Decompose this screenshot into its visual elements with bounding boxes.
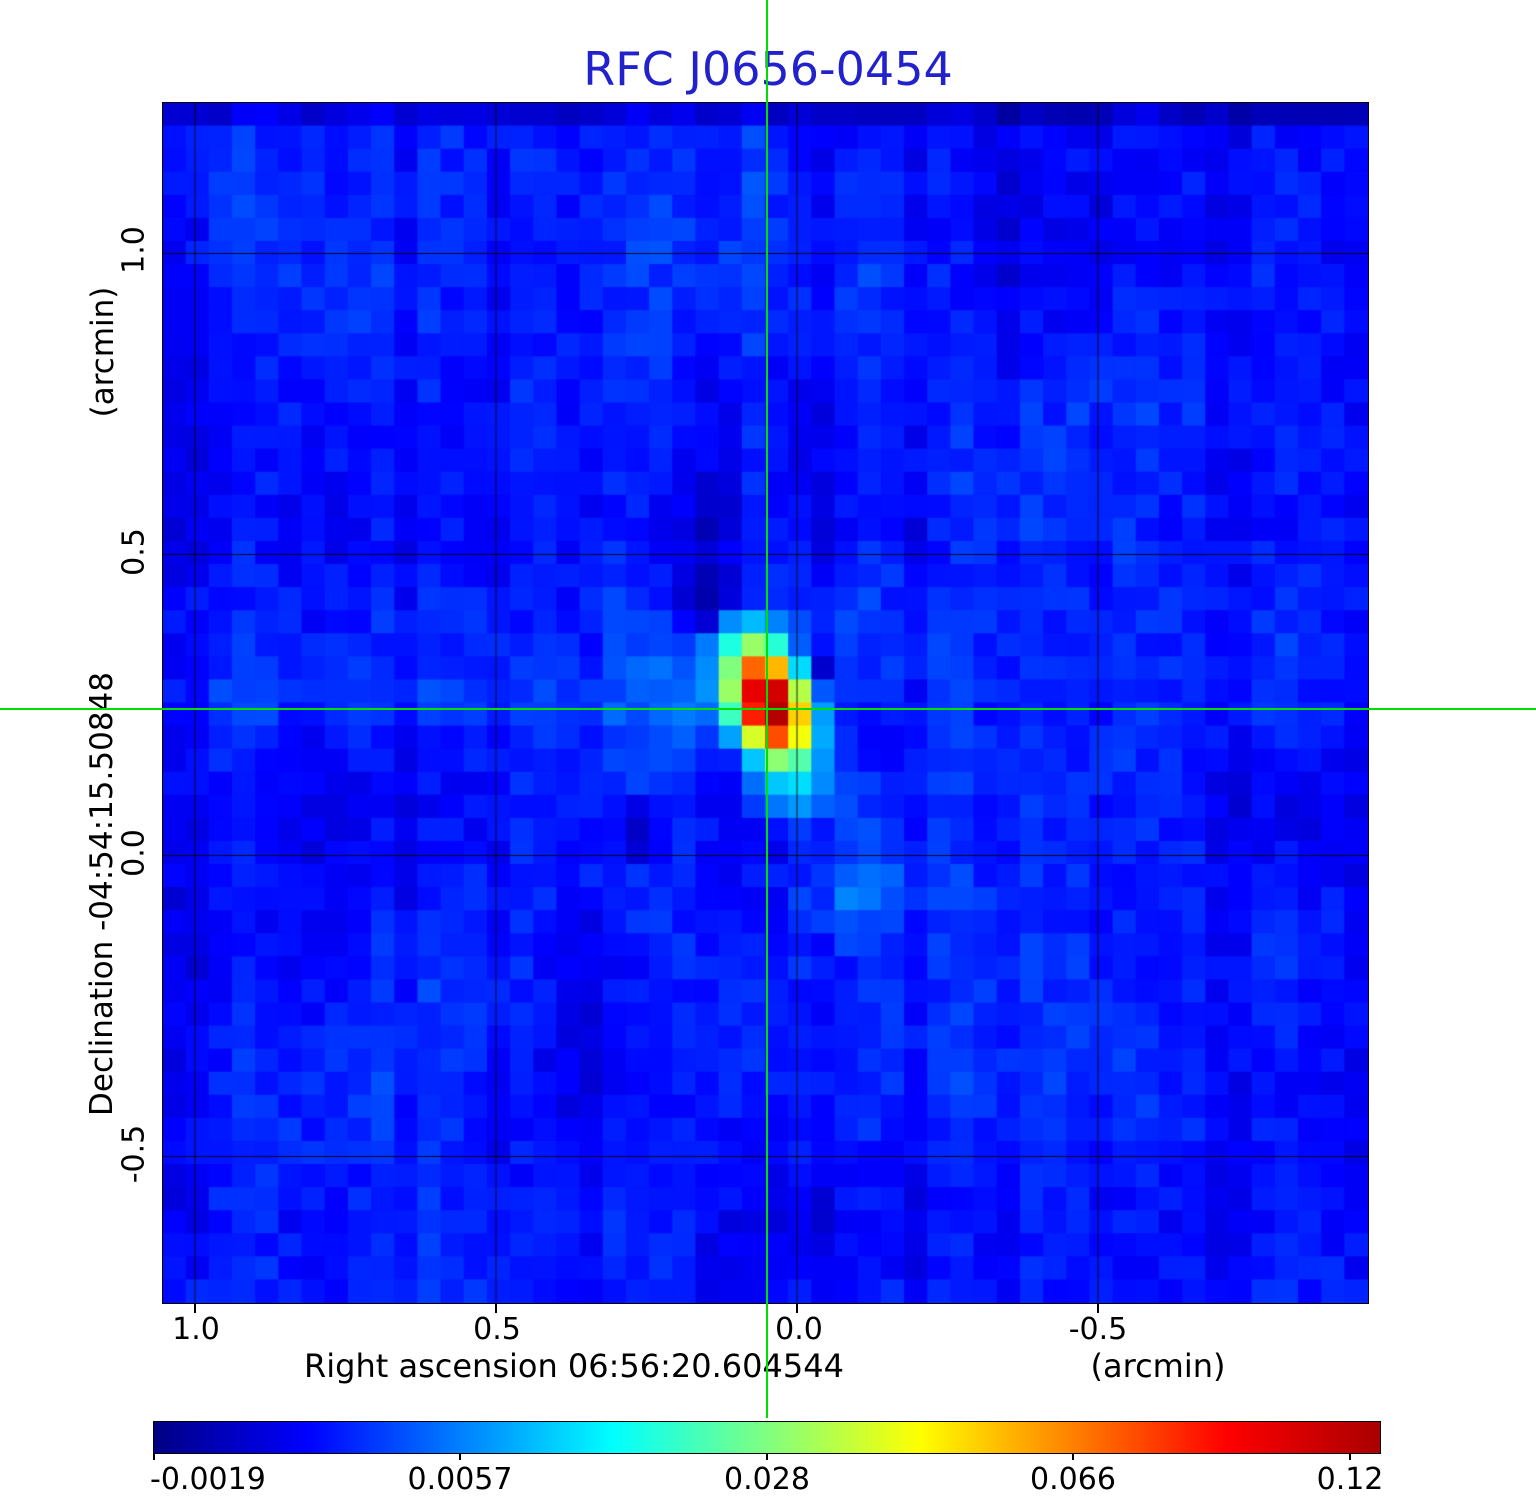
plot-title: RFC J0656-0454 [583, 42, 953, 96]
crosshair-vertical-line [766, 0, 768, 1418]
y-axis-title: Declination -04:54:15.50848 [84, 672, 120, 1116]
colorbar-tick [1349, 1453, 1351, 1460]
x-axis-tick [796, 1304, 798, 1313]
sky-map-frame [162, 102, 1369, 1304]
colorbar-tick [1072, 1453, 1074, 1460]
y-axis-tick-label: 0.0 [116, 829, 152, 877]
colorbar-tick-label: -0.0019 [150, 1462, 266, 1497]
x-axis-tick-label: -0.5 [1068, 1312, 1128, 1347]
x-axis-tick [495, 1304, 497, 1313]
y-axis-unit: (arcmin) [85, 286, 121, 418]
x-axis-tick-label: 0.5 [473, 1312, 521, 1347]
colorbar-tick-label: 0.066 [1030, 1462, 1116, 1497]
x-axis-tick [1097, 1304, 1099, 1313]
y-axis-tick-label: 0.5 [116, 528, 152, 576]
colorbar-tick-label: 0.12 [1316, 1462, 1384, 1497]
x-axis-title: Right ascension 06:56:20.604544 [304, 1347, 844, 1385]
colorbar-tick [766, 1453, 768, 1460]
y-axis-tick-label: -0.5 [116, 1124, 152, 1184]
colorbar-tick [153, 1453, 155, 1460]
x-axis-tick-label: 0.0 [775, 1312, 823, 1347]
colorbar-tick-label: 0.028 [724, 1462, 810, 1497]
x-axis-unit: (arcmin) [1090, 1347, 1226, 1385]
sky-map-canvas [163, 103, 1368, 1303]
crosshair-horizontal-line [0, 708, 1536, 710]
colorbar-tick-label: 0.0057 [407, 1462, 513, 1497]
x-axis-tick-label: 1.0 [172, 1312, 220, 1347]
colorbar-gradient [153, 1421, 1381, 1454]
y-axis-tick-label: 1.0 [116, 226, 152, 274]
colorbar-tick [459, 1453, 461, 1460]
x-axis-tick [194, 1304, 196, 1313]
